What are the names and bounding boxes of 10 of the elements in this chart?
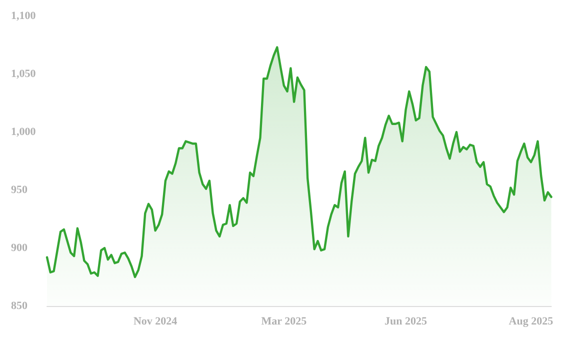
x-tick-label: Jun 2025 bbox=[384, 316, 428, 328]
y-tick-label: 900 bbox=[11, 242, 28, 254]
x-tick-label: Aug 2025 bbox=[508, 316, 554, 328]
x-tick-label: Mar 2025 bbox=[261, 316, 308, 328]
y-tick-label: 950 bbox=[11, 184, 28, 196]
y-tick-label: 1,050 bbox=[11, 68, 36, 80]
y-tick-label: 850 bbox=[11, 300, 28, 312]
x-tick-label: Nov 2024 bbox=[133, 316, 178, 328]
y-tick-label: 1,000 bbox=[11, 126, 36, 138]
y-tick-label: 1,100 bbox=[11, 10, 36, 22]
